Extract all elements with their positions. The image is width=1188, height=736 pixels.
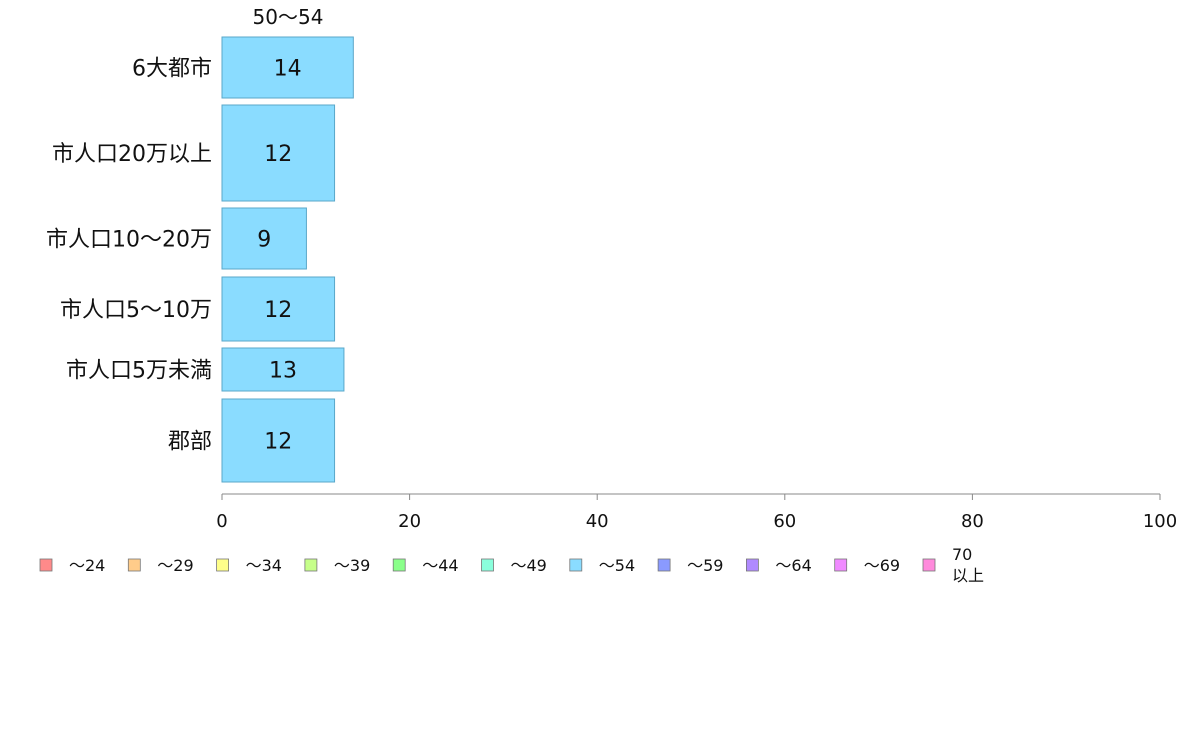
x-tick-label: 0 <box>216 511 227 532</box>
legend-label: ～64 <box>775 556 811 575</box>
legend-swatch <box>569 558 583 572</box>
category-label: 郡部 <box>168 430 212 455</box>
bars-group: 6大都市 14 市人口20万以上 12 市人口10～20万 9 市人口5～10万 12 市人口5… <box>46 36 354 483</box>
category-label: 市人口5万未満 <box>66 359 212 384</box>
bar <box>221 347 345 392</box>
bar <box>221 36 354 99</box>
bar <box>221 398 336 483</box>
legend-swatch <box>657 558 671 572</box>
series-header: 50～54 <box>253 5 324 29</box>
legend-label: ～69 <box>864 556 900 575</box>
x-axis: 0 20 40 60 80 100 <box>216 493 1177 532</box>
bar <box>221 104 336 202</box>
legend-label: ～59 <box>687 556 723 575</box>
category-label: 6大都市 <box>132 57 212 82</box>
legend-swatch <box>922 558 936 572</box>
data-label: 9 <box>257 228 271 253</box>
legend-label: 以上 <box>952 566 984 585</box>
legend-label: ～29 <box>157 556 193 575</box>
category-label: 市人口20万以上 <box>52 142 212 167</box>
legend-swatch <box>834 558 848 572</box>
bar <box>221 207 307 270</box>
x-tick-label: 60 <box>773 511 796 532</box>
legend-label: 70 <box>952 545 972 564</box>
data-label: 12 <box>264 298 292 323</box>
legend-label: ～24 <box>69 556 105 575</box>
legend-swatch <box>746 558 759 572</box>
legend-label: ～34 <box>246 556 282 575</box>
category-label: 市人口5～10万 <box>60 298 212 323</box>
data-label: 13 <box>269 359 297 384</box>
data-label: 14 <box>274 57 302 82</box>
legend-swatch <box>304 558 318 572</box>
legend-swatch <box>127 558 141 572</box>
bar <box>221 276 336 342</box>
category-label: 市人口10～20万 <box>46 228 212 253</box>
legend-label: ～44 <box>422 556 458 575</box>
legend-label: ～54 <box>599 556 635 575</box>
legend: ～24 ～29 ～34 ～39 ～44 ～49 ～54 ～59 ～64 ～69 70 以上 <box>39 545 984 585</box>
data-label: 12 <box>264 430 292 455</box>
x-tick-label: 40 <box>586 511 609 532</box>
x-tick-label: 20 <box>398 511 421 532</box>
legend-swatch <box>216 558 230 572</box>
x-tick-label: 100 <box>1143 511 1177 532</box>
legend-swatch <box>392 558 406 572</box>
legend-swatch <box>39 558 53 572</box>
data-label: 12 <box>264 142 292 167</box>
legend-swatch <box>481 558 494 572</box>
legend-label: ～49 <box>511 556 547 575</box>
x-tick-label: 80 <box>961 511 984 532</box>
legend-label: ～39 <box>334 556 370 575</box>
